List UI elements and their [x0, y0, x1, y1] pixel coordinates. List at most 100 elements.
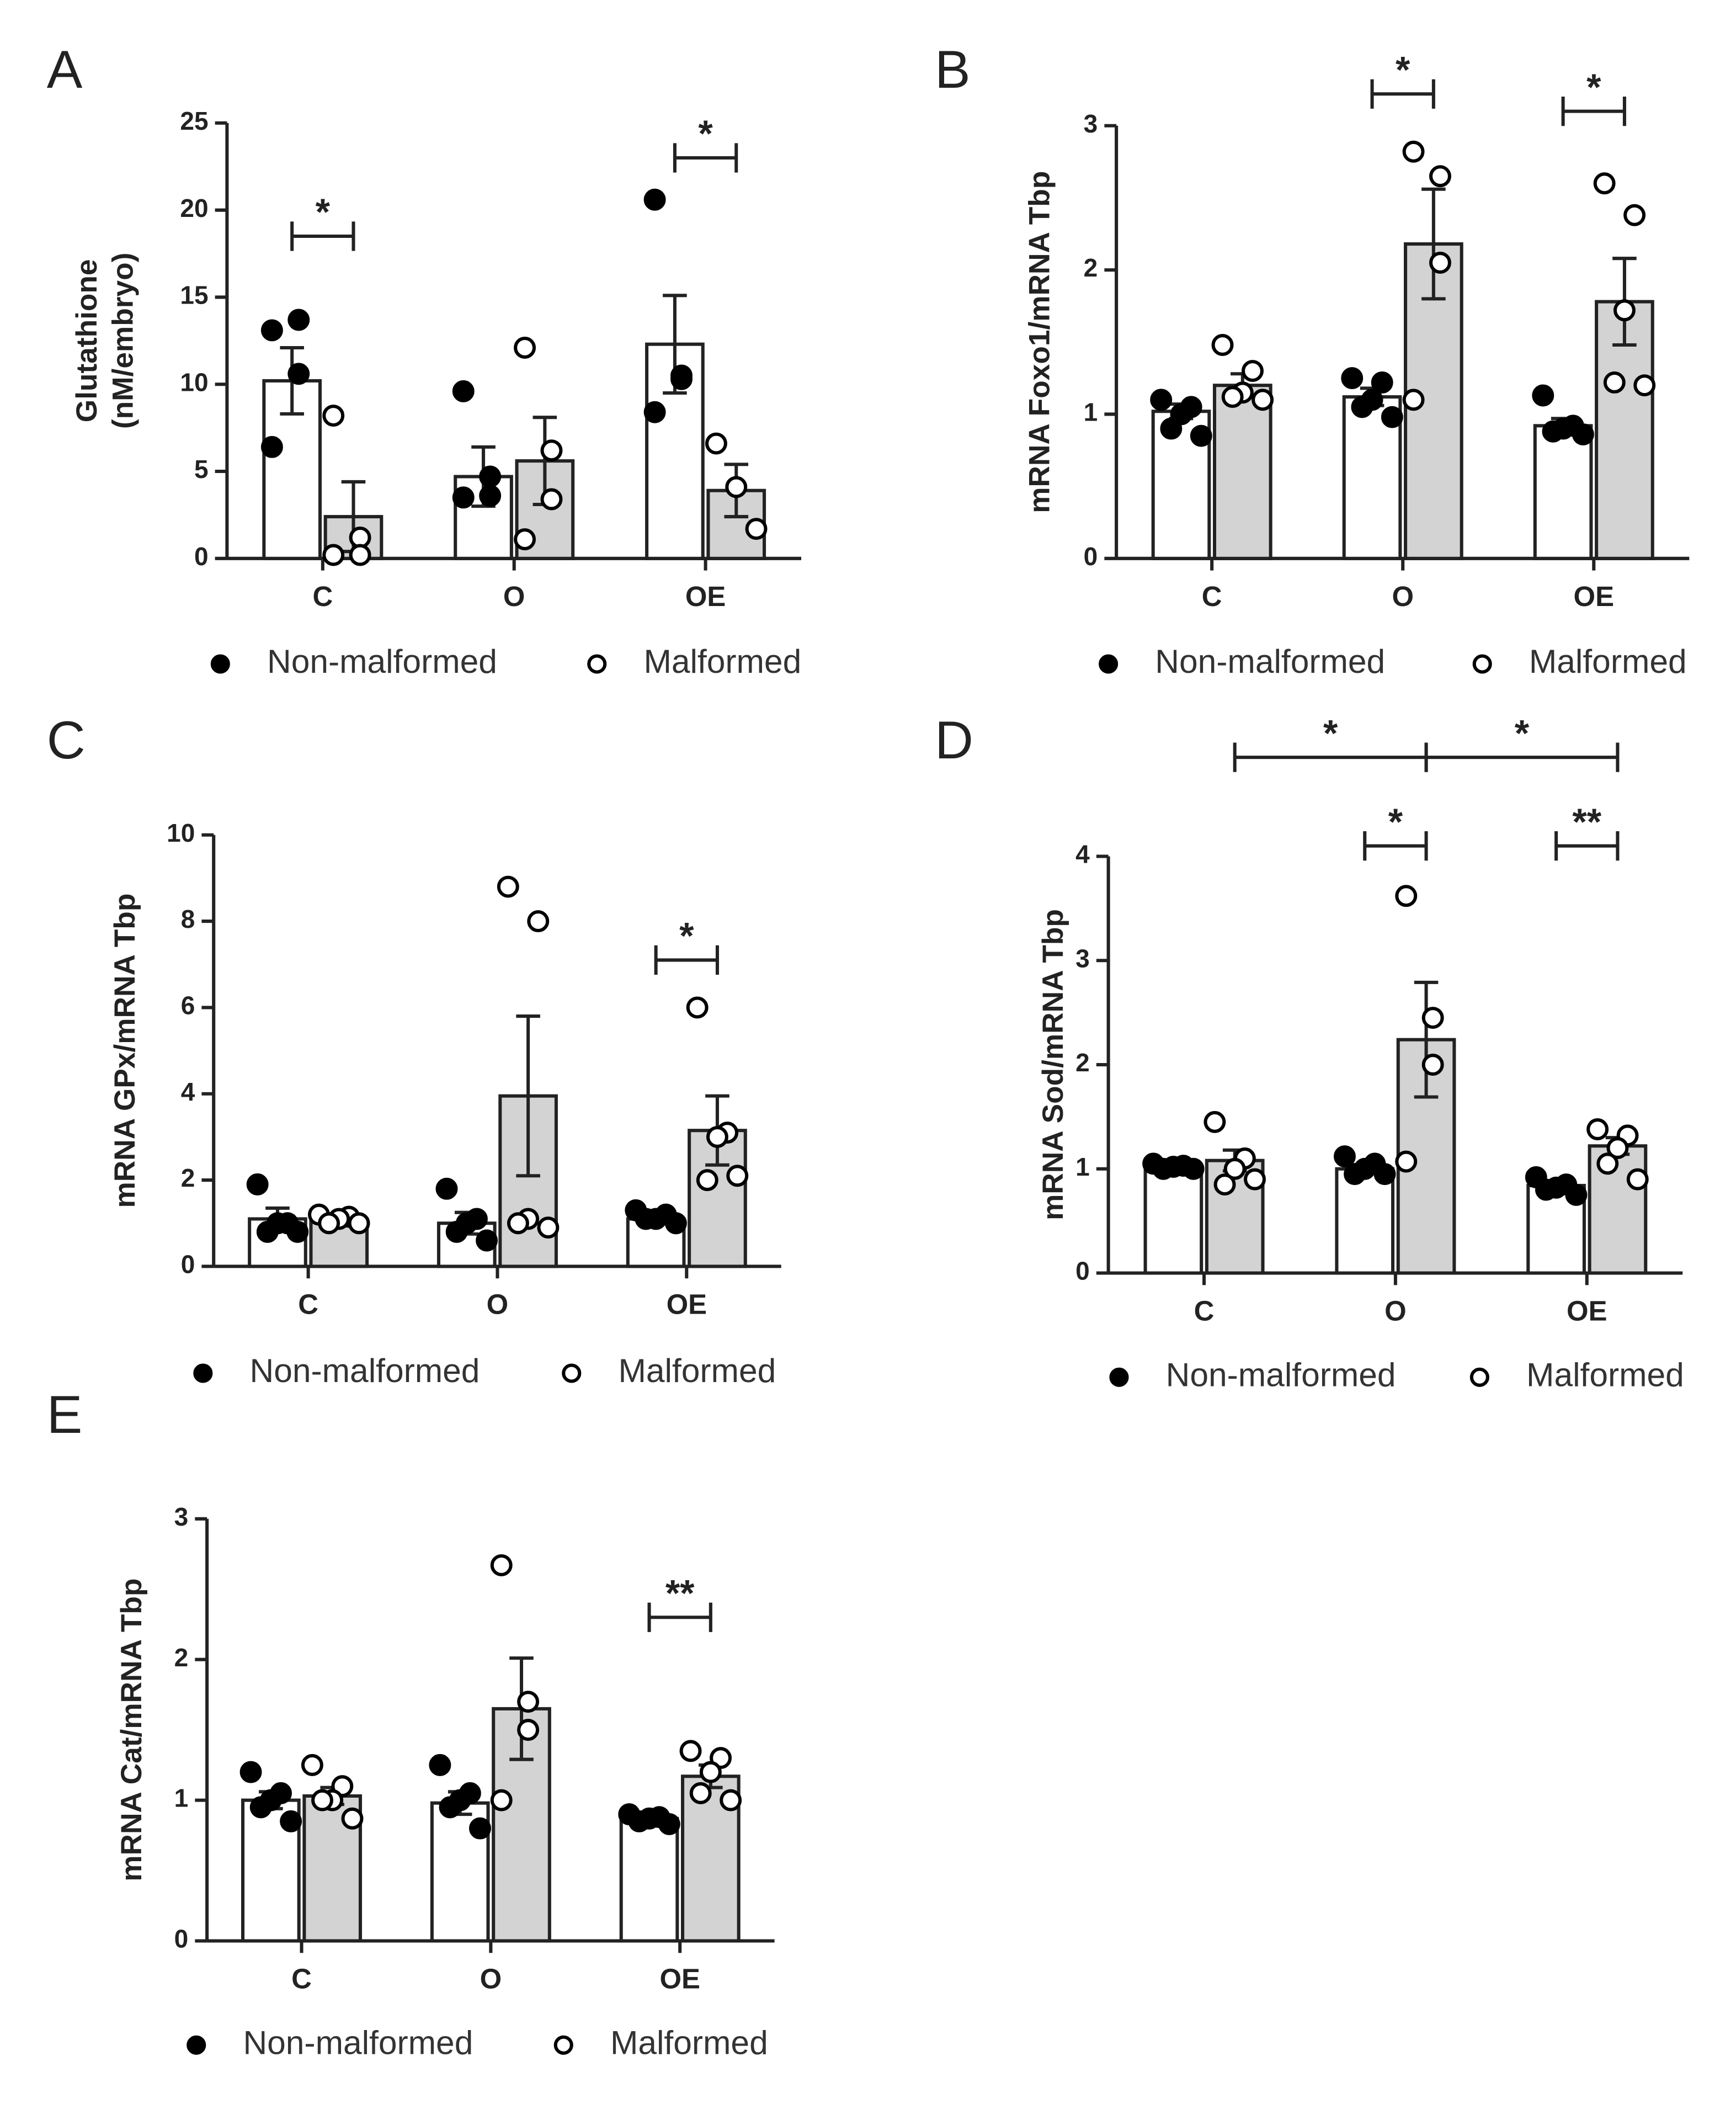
data-point [1429, 165, 1451, 188]
data-point [349, 544, 371, 566]
data-point [1535, 1178, 1557, 1201]
y-tick-label: 1 [174, 1784, 189, 1813]
data-point [249, 1796, 272, 1819]
y-tick-label: 1 [1075, 1152, 1090, 1181]
y-tick-label: 2 [181, 1163, 195, 1192]
data-point [1613, 299, 1636, 322]
legend-label: Malformed [610, 2023, 768, 2061]
data-point [1593, 172, 1616, 195]
legend-label: Malformed [643, 642, 801, 680]
data-point [287, 363, 310, 385]
significance-label: * [1396, 49, 1410, 91]
significance-bracket [1561, 96, 1626, 126]
data-point [287, 309, 310, 331]
y-tick-label: 0 [181, 1250, 195, 1279]
data-point [256, 1220, 279, 1243]
legend-label: Non-malformed [1155, 642, 1385, 680]
x-tick-label: O [1392, 581, 1414, 612]
significance-bracket [647, 1602, 712, 1632]
data-point [490, 1789, 513, 1811]
data-point [1182, 1157, 1205, 1180]
x-tick-label: OE [685, 581, 726, 612]
data-point [1170, 403, 1192, 426]
data-point [1603, 371, 1626, 394]
data-point [260, 435, 283, 458]
data-point [469, 1817, 491, 1840]
data-point [705, 432, 727, 455]
panel-label: C [47, 710, 86, 770]
y-tick-label: 2 [1084, 253, 1098, 282]
y-axis-label: mRNA Sod/mRNA Tbp [1037, 909, 1069, 1220]
data-point [1586, 1118, 1609, 1140]
x-tick-label: C [298, 1288, 318, 1320]
data-point [1150, 389, 1173, 411]
data-point [476, 1229, 498, 1252]
data-point [435, 1177, 458, 1200]
data-point [280, 1810, 302, 1832]
data-point [452, 380, 475, 402]
data-point [1211, 334, 1234, 356]
bar [1335, 1167, 1395, 1275]
data-point [517, 1691, 540, 1713]
y-tick-label: 15 [180, 281, 208, 310]
x-tick-label: C [291, 1963, 312, 1995]
data-point [537, 1216, 560, 1239]
significance-label: * [1388, 801, 1403, 843]
data-point [1596, 1152, 1619, 1175]
data-point [439, 1796, 461, 1819]
data-point [1429, 252, 1451, 274]
significance-bracket [1424, 742, 1620, 772]
legend-label: Malformed [618, 1352, 776, 1389]
y-tick-label: 25 [180, 107, 208, 135]
y-axis-label: Glutathione [71, 259, 103, 422]
y-tick-label: 2 [1075, 1048, 1090, 1077]
legend-label: Malformed [1529, 642, 1687, 680]
significance-label: * [316, 192, 331, 233]
panel-label: B [935, 39, 971, 99]
significance-bracket [1363, 831, 1428, 861]
x-tick-label: O [503, 581, 525, 612]
data-point [720, 1789, 742, 1811]
y-tick-label: 3 [1084, 109, 1098, 138]
data-point [1351, 396, 1373, 418]
legend-marker [1472, 654, 1492, 674]
bar [1143, 1165, 1204, 1275]
data-point [725, 476, 748, 498]
legend-label: Non-malformed [1166, 1356, 1396, 1393]
data-point [517, 1719, 540, 1741]
data-point [1532, 384, 1554, 407]
legend-marker [1109, 1367, 1129, 1387]
legend-marker [210, 654, 230, 674]
data-point [479, 485, 502, 507]
significance-label: ** [665, 1572, 695, 1614]
significance-bracket [673, 143, 738, 173]
data-point [628, 1810, 651, 1832]
x-tick-label: O [480, 1963, 502, 1995]
x-tick-label: C [1202, 581, 1222, 612]
data-point [1623, 204, 1646, 226]
panel-label: D [935, 710, 973, 770]
data-point [514, 337, 536, 359]
data-point [1395, 885, 1418, 907]
y-axis-label: (nM/embryo) [106, 253, 139, 429]
data-point [540, 488, 563, 511]
data-point [490, 1554, 513, 1576]
legend-marker [553, 2035, 573, 2055]
significance-bracket [1370, 79, 1435, 109]
data-point [497, 875, 519, 898]
data-point [635, 1208, 657, 1230]
y-tick-label: 5 [194, 455, 209, 484]
y-axis-label: mRNA GPx/mRNA Tbp [109, 894, 141, 1208]
data-point [239, 1761, 262, 1783]
y-axis-label: mRNA Foxo1/mRNA Tbp [1024, 171, 1056, 513]
data-point [1213, 1173, 1236, 1196]
data-point [1341, 367, 1364, 390]
y-tick-label: 1 [1084, 398, 1098, 427]
data-point [1381, 406, 1403, 428]
data-point [246, 1173, 269, 1196]
data-point [1333, 1145, 1356, 1168]
x-tick-label: C [1194, 1295, 1215, 1327]
data-point [1371, 371, 1393, 394]
